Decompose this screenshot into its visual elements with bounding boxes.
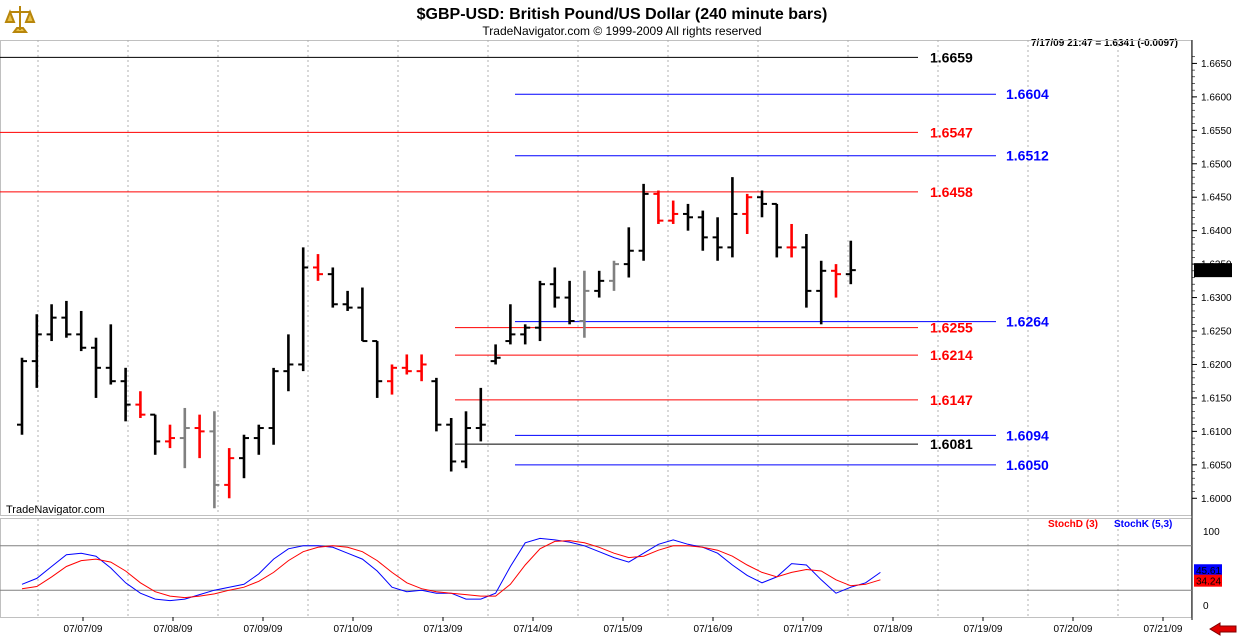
price-tick-label: 1.6500 <box>1201 159 1232 170</box>
price-tick-label: 1.6650 <box>1201 59 1232 70</box>
price-tick-label: 1.6150 <box>1201 393 1232 404</box>
date-label: 07/09/09 <box>244 624 283 635</box>
date-label: 07/08/09 <box>154 624 193 635</box>
price-tick-label: 1.6450 <box>1201 193 1232 204</box>
stoch-panel-frame <box>0 518 1192 618</box>
stoch-legend: StochD (3) StochK (5,3) <box>1048 519 1172 530</box>
level-label: 1.6094 <box>1006 427 1049 443</box>
last-price-info: 7/17/09 21:47 = 1.6341 (-0.0097) <box>1031 38 1178 49</box>
date-label: 07/18/09 <box>874 624 913 635</box>
price-bars <box>17 177 856 509</box>
price-tick-label: 1.6050 <box>1201 460 1232 471</box>
date-axis: 07/07/09 07/08/09 07/09/09 07/10/09 07/13/09… <box>64 617 1183 635</box>
price-tick-label: 1.6600 <box>1201 92 1232 103</box>
stochd-value-label: 34.24 <box>1196 577 1221 588</box>
date-label: 07/10/09 <box>334 624 373 635</box>
price-axis: 1.6000 1.6050 1.6100 1.6150 1.6200 1.6250 1.63… <box>1192 56 1232 505</box>
stochd-value-box <box>1194 574 1222 587</box>
price-tick-label: 1.6100 <box>1201 427 1232 438</box>
stoch-tick-label: 0 <box>1203 601 1209 612</box>
price-tick-label: 1.6400 <box>1201 226 1232 237</box>
level-label: 1.6458 <box>930 184 973 200</box>
legend-stochk: StochK (5,3) <box>1114 519 1172 530</box>
date-label: 07/19/09 <box>964 624 1003 635</box>
level-label: 1.6255 <box>930 320 973 336</box>
logo-icon <box>4 6 36 33</box>
price-tick-label: 1.6200 <box>1201 360 1232 371</box>
level-label: 1.6264 <box>1006 314 1049 330</box>
date-label: 07/07/09 <box>64 624 103 635</box>
stoch-tick-label: 100 <box>1203 527 1220 538</box>
stochd-line <box>21 540 881 599</box>
price-tick-label: 1.6300 <box>1201 293 1232 304</box>
date-label: 07/21/09 <box>1144 624 1183 635</box>
level-label: 1.6050 <box>1006 457 1049 473</box>
chart-subtitle: TradeNavigator.com © 1999-2009 All right… <box>482 24 761 38</box>
price-tick-label: 1.6550 <box>1201 126 1232 137</box>
watermark: TradeNavigator.com <box>6 504 105 516</box>
last-price-label: 1.6341 <box>1197 266 1228 277</box>
stochk-value-box <box>1194 564 1222 577</box>
stochk-line <box>21 537 881 602</box>
date-label: 07/14/09 <box>514 624 553 635</box>
fib-levels: 1.6659 1.6604 1.6547 1.6512 1.6458 1.6264 1.62… <box>0 49 1049 473</box>
date-label: 07/16/09 <box>694 624 733 635</box>
level-label: 1.6604 <box>1006 86 1049 102</box>
stoch-lines <box>21 537 881 602</box>
date-label: 07/15/09 <box>604 624 643 635</box>
level-label: 1.6512 <box>1006 148 1049 164</box>
level-label: 1.6547 <box>930 124 973 140</box>
last-price-box <box>1194 263 1232 278</box>
price-tick-label: 1.6250 <box>1201 327 1232 338</box>
level-label: 1.6214 <box>930 347 973 363</box>
level-label: 1.6659 <box>930 49 973 65</box>
date-label: 07/20/09 <box>1054 624 1093 635</box>
legend-stochd: StochD (3) <box>1048 519 1098 530</box>
date-label: 07/13/09 <box>424 624 463 635</box>
chart-title: $GBP-USD: British Pound/US Dollar (240 m… <box>417 6 828 23</box>
stoch-reference-lines <box>0 545 1192 591</box>
level-label: 1.6081 <box>930 436 973 452</box>
price-tick-label: 1.6000 <box>1201 494 1232 505</box>
stochk-value-label: 45.61 <box>1196 566 1221 577</box>
date-label: 07/17/09 <box>784 624 823 635</box>
level-label: 1.6147 <box>930 392 973 408</box>
left-arrow-icon[interactable] <box>1208 622 1238 636</box>
